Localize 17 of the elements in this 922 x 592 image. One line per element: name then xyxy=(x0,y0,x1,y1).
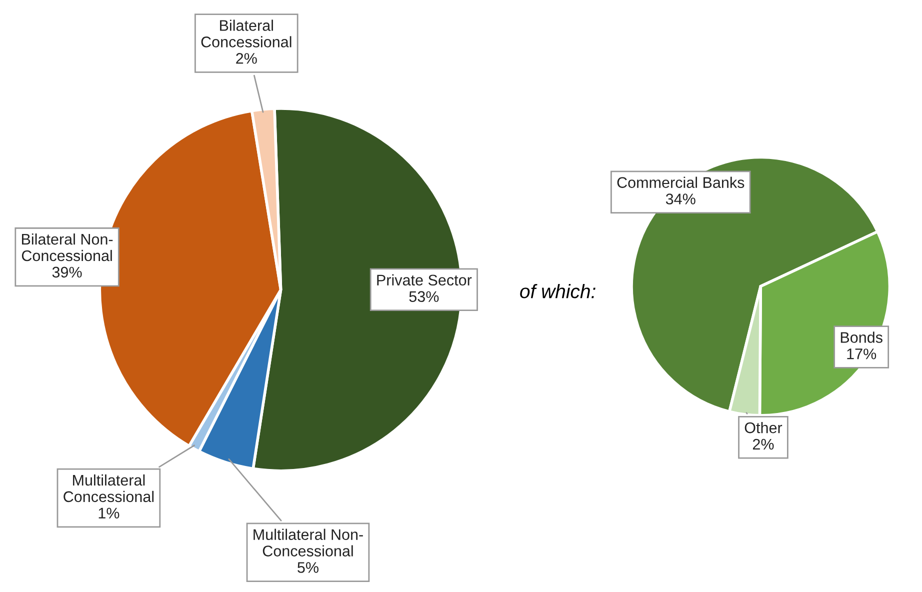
slice-label: Multilateral Concessional xyxy=(64,474,154,502)
data-label: 34% xyxy=(666,194,696,204)
slice-label: Bilateral Concessional xyxy=(201,20,292,48)
slice-label: Bilateral Non- Concessional xyxy=(22,233,113,262)
slice-label: Other xyxy=(744,422,782,434)
data-label: 5% xyxy=(298,562,318,573)
data-label: 39% xyxy=(52,266,82,278)
slice-label: Private Sector xyxy=(377,274,472,286)
slice-label: Bonds xyxy=(840,332,882,343)
data-label: 2% xyxy=(236,53,257,64)
data-label: 53% xyxy=(409,291,439,302)
data-label: 2% xyxy=(752,438,774,450)
data-label: 1% xyxy=(98,508,120,518)
text: of which: xyxy=(520,284,596,298)
slice-label: Commercial Banks xyxy=(617,176,744,188)
data-label: 17% xyxy=(847,348,876,360)
slice-label: Multilateral Non- Concessional xyxy=(254,528,363,556)
